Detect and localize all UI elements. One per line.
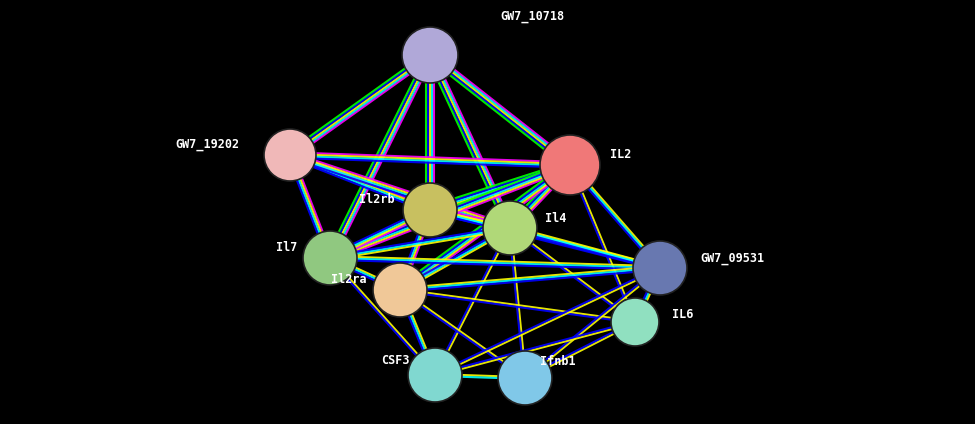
Text: CSF3: CSF3 bbox=[381, 354, 410, 367]
Circle shape bbox=[303, 231, 357, 285]
Text: Il4: Il4 bbox=[545, 212, 566, 225]
Circle shape bbox=[611, 298, 659, 346]
Circle shape bbox=[633, 241, 687, 295]
Text: GW7_19202: GW7_19202 bbox=[176, 138, 240, 151]
Circle shape bbox=[402, 27, 458, 83]
Circle shape bbox=[403, 183, 457, 237]
Circle shape bbox=[540, 135, 600, 195]
Circle shape bbox=[498, 351, 552, 405]
Circle shape bbox=[408, 348, 462, 402]
Circle shape bbox=[373, 263, 427, 317]
Text: Ifnb1: Ifnb1 bbox=[540, 355, 575, 368]
Text: Il2ra: Il2ra bbox=[332, 273, 367, 286]
Text: Il2rb: Il2rb bbox=[360, 193, 395, 206]
Text: Il7: Il7 bbox=[276, 241, 297, 254]
Text: GW7_10718: GW7_10718 bbox=[500, 10, 565, 23]
Text: GW7_09531: GW7_09531 bbox=[700, 252, 764, 265]
Text: IL2: IL2 bbox=[610, 148, 632, 161]
Circle shape bbox=[483, 201, 537, 255]
Text: IL6: IL6 bbox=[672, 308, 693, 321]
Circle shape bbox=[264, 129, 316, 181]
